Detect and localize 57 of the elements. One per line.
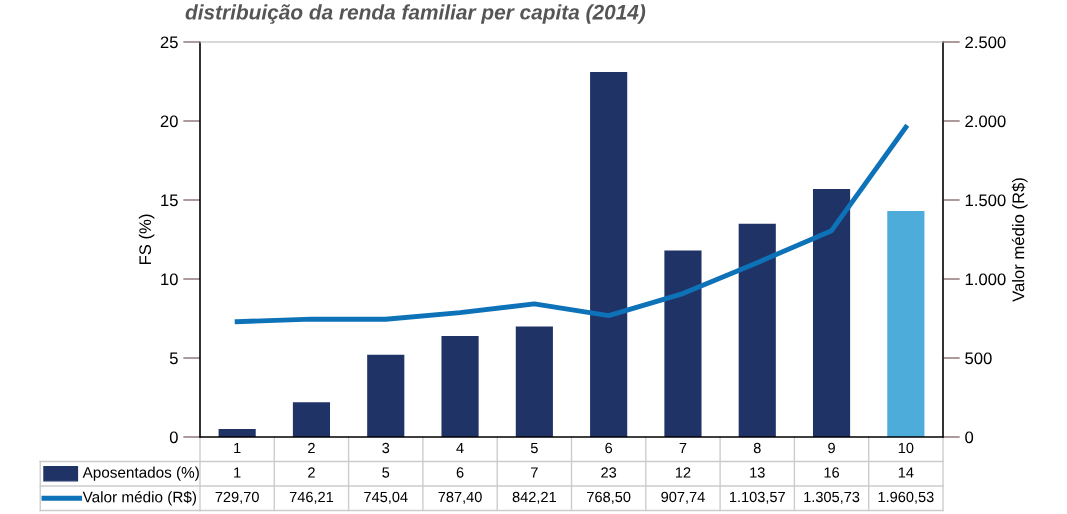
data-label: 5 (382, 467, 390, 478)
data-label: 23 (601, 467, 617, 478)
line-series (234, 124, 909, 325)
y2-tick-label: 0 (965, 431, 974, 444)
x-tick-label: 7 (679, 442, 687, 454)
bar (441, 335, 479, 437)
data-label: 2 (308, 467, 315, 478)
data-label: 729,70 (215, 491, 259, 504)
data-label: 1.103,57 (729, 491, 785, 504)
x-tick-label: 6 (605, 442, 613, 454)
y-tick-label: 15 (161, 194, 178, 207)
data-label: 746,21 (289, 491, 334, 504)
data-label: 1.305,73 (804, 491, 860, 504)
data-label: 13 (750, 467, 765, 478)
y-tick-label: 25 (160, 36, 178, 49)
y-tick-label: 10 (161, 273, 178, 286)
y2-tick-label: 500 (965, 352, 992, 365)
bar (664, 250, 702, 437)
bar (887, 211, 925, 437)
bar (590, 72, 628, 437)
x-tick-label: 4 (456, 442, 464, 454)
y-tick-label: 20 (160, 115, 178, 128)
x-tick-label: 10 (898, 442, 914, 454)
x-tick-label: 9 (828, 442, 835, 454)
data-label: 745,04 (364, 491, 408, 504)
data-label: 768,50 (587, 491, 631, 504)
y2-tick-label: 2.500 (965, 36, 1006, 49)
y2-tick-label: 1.000 (965, 273, 1006, 286)
legend-label: Valor médio (R$) (82, 490, 196, 506)
x-tick-label: 2 (308, 442, 315, 454)
y-tick-label: 5 (169, 352, 178, 365)
bar (367, 354, 405, 437)
legend-label: Aposentados (%) (82, 466, 199, 481)
bar (812, 188, 851, 437)
y-axis-title: FS (%) (138, 214, 155, 265)
data-label: 1 (234, 467, 241, 478)
data-label: 14 (898, 467, 914, 478)
data-label: 1.960,53 (878, 491, 934, 504)
bar (738, 223, 776, 437)
x-tick-label: 1 (234, 442, 241, 454)
chart-title: distribuição da renda familiar per capita (2014) (185, 4, 646, 24)
bar (515, 326, 553, 437)
data-label: 12 (675, 467, 691, 478)
data-label: 842,21 (512, 491, 556, 504)
data-label: 7 (531, 467, 538, 478)
y2-tick-label: 1.500 (965, 194, 1006, 207)
bar (292, 402, 331, 437)
y2-axis-title: Valor médio (R$) (1011, 178, 1028, 302)
y-tick-label: 0 (169, 431, 178, 444)
data-label: 787,40 (438, 491, 482, 504)
data-label: 907,74 (661, 491, 705, 504)
data-label: 16 (824, 467, 840, 478)
data-label: 6 (456, 467, 464, 478)
x-tick-label: 3 (382, 442, 390, 454)
x-tick-label: 8 (753, 442, 761, 454)
y2-tick-label: 2.000 (965, 115, 1006, 128)
x-tick-label: 5 (530, 442, 538, 454)
